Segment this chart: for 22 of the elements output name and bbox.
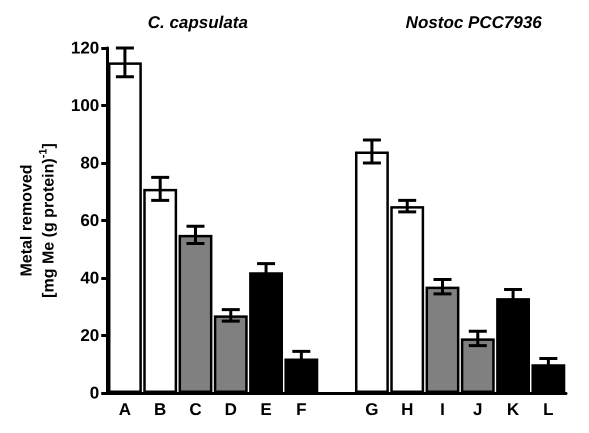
y-tick-label: 100 <box>70 96 100 115</box>
x-tick-label: K <box>506 400 520 419</box>
x-tick-label: C <box>189 400 202 419</box>
text: C. capsulata <box>148 13 248 32</box>
x-tick-label: H <box>401 400 414 419</box>
x-tick-label: J <box>473 400 483 419</box>
x-tick-label: E <box>260 400 272 419</box>
y-axis-title: Metal removed [mg Me (g protein)-1] <box>18 143 58 298</box>
y-tick-label: 120 <box>70 38 100 58</box>
x-tick-label: A <box>118 400 132 419</box>
y-tick-label: 40 <box>80 268 100 288</box>
x-tick-label: G <box>365 400 379 419</box>
y-tick-label: 0 <box>90 384 100 402</box>
y-tick-label: 60 <box>80 211 100 230</box>
x-tick-label: I <box>440 400 445 419</box>
y-tick-label: 20 <box>80 326 100 345</box>
x-tick-label: L <box>543 400 554 419</box>
text: Nostoc PCC7936 <box>406 13 542 32</box>
x-tick-label: D <box>224 400 237 419</box>
y-tick-label: 80 <box>80 154 100 172</box>
x-tick-label: B <box>154 400 166 419</box>
x-tick-label: F <box>296 400 307 419</box>
